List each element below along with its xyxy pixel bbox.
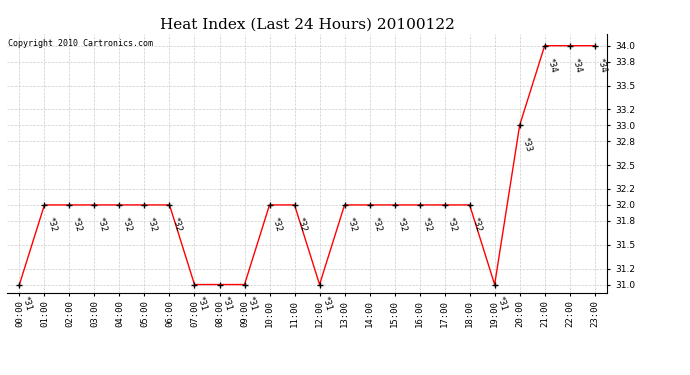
Text: *31: *31 [196, 296, 208, 312]
Text: *32: *32 [121, 216, 133, 233]
Text: *31: *31 [496, 296, 509, 312]
Text: *34: *34 [546, 57, 559, 74]
Text: *34: *34 [571, 57, 584, 74]
Title: Heat Index (Last 24 Hours) 20100122: Heat Index (Last 24 Hours) 20100122 [159, 17, 455, 31]
Text: *31: *31 [221, 296, 233, 312]
Text: *32: *32 [46, 216, 59, 233]
Text: *32: *32 [146, 216, 159, 233]
Text: *33: *33 [521, 136, 533, 153]
Text: *34: *34 [596, 57, 609, 74]
Text: *31: *31 [246, 296, 259, 312]
Text: *32: *32 [421, 216, 433, 233]
Text: *32: *32 [171, 216, 184, 233]
Text: Copyright 2010 Cartronics.com: Copyright 2010 Cartronics.com [8, 39, 153, 48]
Text: *32: *32 [446, 216, 459, 233]
Text: *32: *32 [346, 216, 359, 233]
Text: *31: *31 [321, 296, 333, 312]
Text: *31: *31 [21, 296, 33, 312]
Text: *32: *32 [271, 216, 284, 233]
Text: *32: *32 [371, 216, 384, 233]
Text: *32: *32 [471, 216, 484, 233]
Text: *32: *32 [96, 216, 108, 233]
Text: *32: *32 [71, 216, 83, 233]
Text: *32: *32 [296, 216, 308, 233]
Text: *32: *32 [396, 216, 408, 233]
